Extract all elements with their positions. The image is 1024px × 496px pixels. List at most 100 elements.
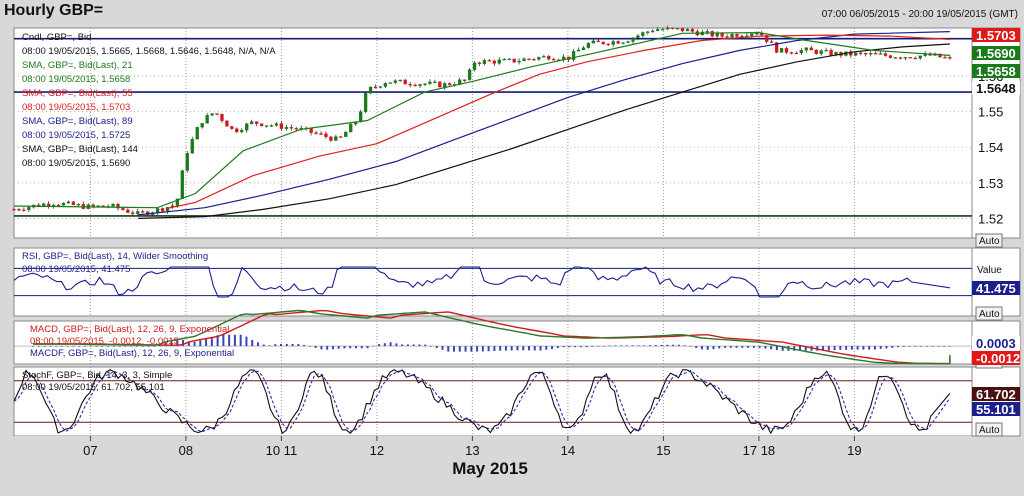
auto-scale-button[interactable]: Auto (975, 422, 1003, 437)
sma89-line[interactable] (138, 31, 950, 216)
candle-body[interactable] (591, 40, 596, 44)
candle-body[interactable] (433, 81, 437, 84)
candle-body[interactable] (76, 203, 81, 206)
candle-body[interactable] (363, 93, 368, 112)
candle-body[interactable] (809, 47, 813, 51)
candle-body[interactable] (408, 83, 412, 86)
candle-body[interactable] (849, 51, 853, 56)
candle-body[interactable] (893, 57, 898, 59)
candle-body[interactable] (517, 60, 521, 63)
candle-body[interactable] (383, 83, 388, 87)
candle-body[interactable] (428, 81, 432, 84)
candle-body[interactable] (368, 86, 373, 94)
candle-body[interactable] (388, 82, 392, 84)
candle-body[interactable] (250, 121, 254, 124)
candle-body[interactable] (789, 52, 794, 54)
candle-body[interactable] (448, 83, 452, 86)
candle-body[interactable] (532, 58, 536, 61)
candle-body[interactable] (284, 127, 289, 129)
candle-body[interactable] (220, 114, 224, 121)
candle-body[interactable] (418, 84, 422, 87)
candle-body[interactable] (230, 126, 234, 129)
candle-body[interactable] (542, 56, 546, 58)
candle-body[interactable] (888, 55, 893, 58)
candle-body[interactable] (126, 209, 130, 213)
candle-body[interactable] (819, 50, 823, 54)
candle-body[interactable] (180, 170, 185, 199)
candle-body[interactable] (715, 33, 719, 37)
candle-body[interactable] (938, 53, 942, 58)
candle-body[interactable] (725, 36, 729, 38)
candle-body[interactable] (636, 35, 640, 39)
candle-body[interactable] (948, 57, 952, 59)
candle-body[interactable] (71, 201, 76, 206)
candle-body[interactable] (349, 123, 353, 133)
candle-body[interactable] (195, 127, 199, 140)
candle-body[interactable] (47, 203, 51, 207)
candle-body[interactable] (309, 128, 313, 133)
candle-body[interactable] (245, 123, 249, 131)
candle-body[interactable] (12, 209, 16, 211)
candle-body[interactable] (670, 27, 675, 29)
candle-body[interactable] (373, 86, 378, 89)
price-panel[interactable] (13, 27, 973, 239)
candle-body[interactable] (537, 57, 541, 60)
candle-body[interactable] (443, 83, 447, 88)
candle-body[interactable] (581, 47, 586, 51)
candle-body[interactable] (616, 41, 620, 44)
candle-body[interactable] (651, 30, 655, 33)
candle-body[interactable] (898, 57, 903, 59)
candle-body[interactable] (264, 125, 269, 127)
candle-body[interactable] (294, 128, 298, 130)
candle-body[interactable] (17, 209, 21, 211)
candle-body[interactable] (403, 79, 407, 85)
candle-body[interactable] (913, 57, 917, 60)
candle-body[interactable] (289, 127, 293, 129)
candle-body[interactable] (319, 133, 323, 135)
candle-body[interactable] (829, 50, 833, 56)
candle-body[interactable] (155, 208, 160, 213)
candle-body[interactable] (141, 211, 145, 213)
candle-body[interactable] (339, 136, 343, 138)
candle-body[interactable] (423, 83, 427, 85)
candle-body[interactable] (398, 79, 402, 82)
candle-body[interactable] (91, 204, 95, 207)
candle-body[interactable] (27, 207, 31, 211)
candle-body[interactable] (254, 121, 259, 124)
sma144-line[interactable] (138, 43, 950, 219)
candle-body[interactable] (438, 81, 442, 88)
candle-body[interactable] (116, 203, 120, 209)
candle-body[interactable] (908, 57, 912, 59)
candle-body[interactable] (586, 42, 591, 48)
candle-body[interactable] (502, 58, 506, 61)
candle-body[interactable] (131, 212, 135, 215)
sma21-line[interactable] (13, 31, 950, 209)
candle-body[interactable] (794, 52, 799, 55)
candle-body[interactable] (492, 60, 496, 64)
candle-body[interactable] (235, 128, 239, 133)
candle-body[interactable] (22, 209, 26, 211)
candle-body[interactable] (274, 123, 279, 126)
auto-button-frame[interactable] (975, 306, 1003, 321)
auto-button-frame[interactable] (975, 422, 1003, 437)
candle-body[interactable] (869, 53, 873, 55)
candle-body[interactable] (215, 113, 219, 115)
candle-body[interactable] (656, 29, 660, 32)
candle-body[interactable] (334, 136, 338, 141)
candle-body[interactable] (552, 59, 556, 61)
candle-body[interactable] (329, 136, 333, 141)
candle-body[interactable] (259, 123, 264, 127)
candle-body[interactable] (576, 49, 581, 52)
candle-body[interactable] (210, 113, 214, 116)
candle-body[interactable] (324, 133, 328, 138)
candle-body[interactable] (621, 42, 625, 44)
candle-body[interactable] (883, 53, 888, 56)
candle-body[interactable] (804, 47, 808, 51)
candle-body[interactable] (111, 203, 115, 207)
candle-body[interactable] (859, 52, 863, 55)
auto-scale-button[interactable]: Auto (975, 233, 1003, 248)
candle-body[interactable] (190, 139, 194, 154)
candle-body[interactable] (101, 205, 105, 207)
candle-body[interactable] (943, 57, 947, 59)
